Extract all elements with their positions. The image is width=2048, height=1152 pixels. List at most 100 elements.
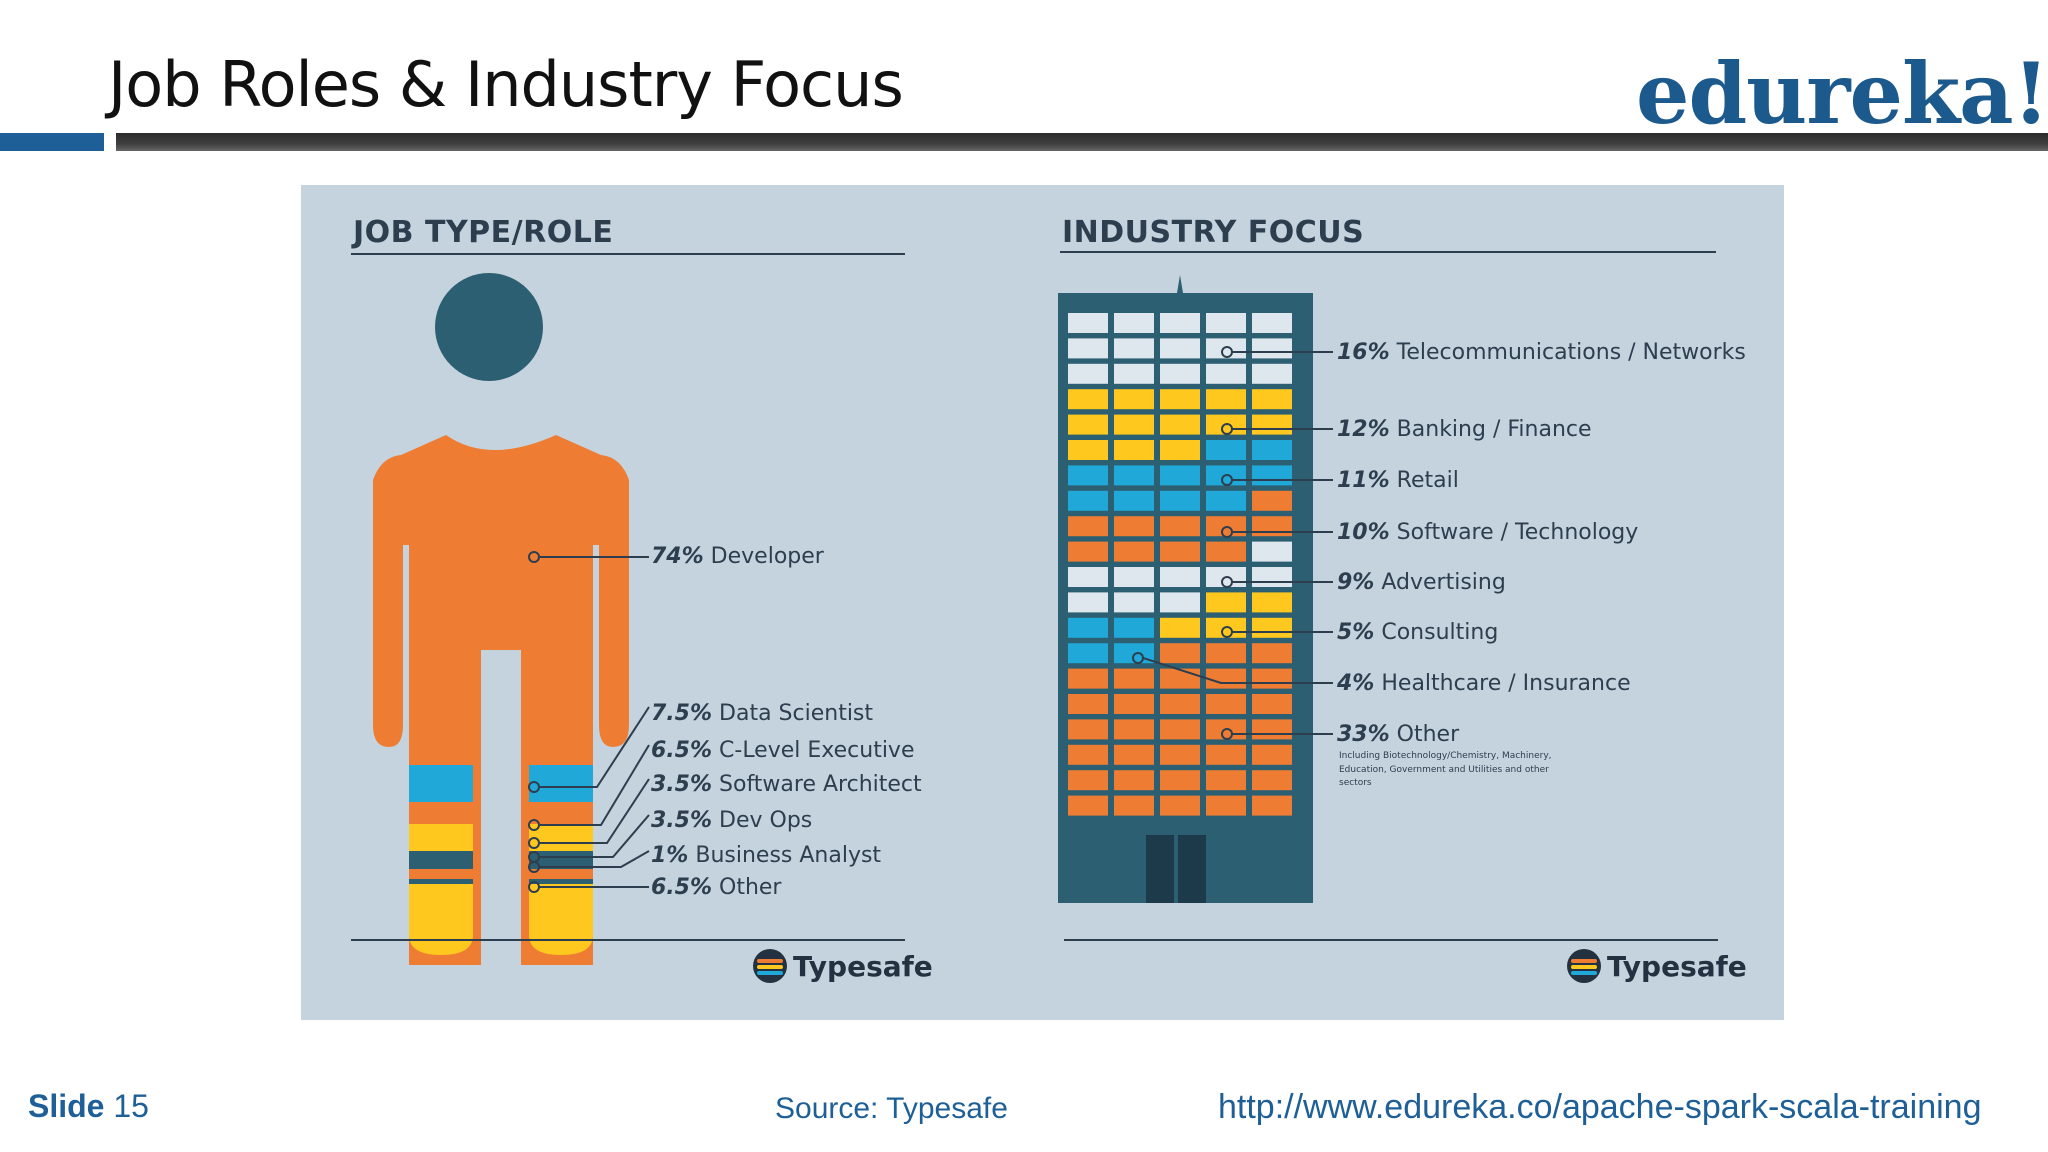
building-window [1068,770,1108,791]
industry-label-advertising: 9% Advertising [1337,570,1506,595]
building-window [1114,389,1154,410]
building-window [1252,643,1292,664]
building-window [1160,795,1200,816]
building-window [1252,490,1292,511]
building-window [1252,389,1292,410]
building-window [1068,668,1108,689]
building-window [1206,541,1246,562]
building-window [1114,744,1154,765]
role-label-architect: 3.5% Software Architect [651,772,922,797]
building-window [1068,592,1108,613]
source-credit: Source: Typesafe [775,1092,1008,1125]
building-window [1114,770,1154,791]
industry-other-note: Including Biotechnology/Chemistry, Machi… [1339,751,1552,788]
building-window [1160,440,1200,460]
building-window [1068,744,1108,765]
industry-label-consulting: 5% Consulting [1337,620,1499,645]
building-window [1068,541,1108,562]
building-window [1206,795,1246,816]
job-panel-heading: JOB TYPE/ROLE [353,215,614,250]
building-antenna [1177,275,1183,293]
role-label-c-level: 6.5% C-Level Executive [651,738,915,763]
building-window [1206,490,1246,511]
title-rule-accent [0,133,104,151]
building-window [1114,414,1154,435]
role-label-devops: 3.5% Dev Ops [651,808,813,833]
building-window [1160,744,1200,765]
building-window [1114,719,1154,740]
building-window [1206,338,1246,359]
industry-panel-heading: INDUSTRY FOCUS [1062,215,1365,250]
building-window [1068,338,1108,359]
person-head [435,273,543,381]
building-window [1206,313,1246,333]
typesafe-icon [753,949,787,983]
building-window [1114,363,1154,384]
building-window [1114,338,1154,359]
building-window [1160,592,1200,613]
building-window [1114,516,1154,537]
building-window [1206,363,1246,384]
building-window [1068,389,1108,410]
building-window [1160,719,1200,740]
industry-label-other: 33% Other [1337,722,1460,747]
industry-heading-rule [1060,251,1716,253]
building-window [1068,643,1108,664]
building-window [1206,389,1246,410]
building-window [1206,592,1246,613]
right-leg-bands [529,765,593,955]
person-figure [373,273,629,980]
building-window [1068,363,1108,384]
person-leg-gap [481,650,521,980]
building-window [1160,414,1200,435]
building-window [1252,363,1292,384]
building-window [1114,694,1154,714]
building-window [1252,795,1292,816]
building-window [1160,516,1200,537]
industry-label-telecom: 16% Telecommunications / Networks [1337,340,1746,365]
industry-label-healthcare: 4% Healthcare / Insurance [1337,671,1631,696]
building-window [1206,744,1246,765]
building-window [1160,363,1200,384]
building-window [1206,694,1246,714]
industry-label-software: 10% Software / Technology [1337,520,1639,545]
building-window [1160,338,1200,359]
typesafe-logo-left: Typesafe [753,949,933,983]
industry-leaders [1132,346,1333,740]
slide-title: Job Roles & Industry Focus [108,48,904,121]
building-window [1252,440,1292,460]
building-window [1068,516,1108,537]
building-window [1114,440,1154,460]
building-window [1068,490,1108,511]
building-window [1114,795,1154,816]
building-window [1160,567,1200,587]
building-window [1160,643,1200,664]
title-rule [116,133,2048,151]
typesafe-logo-right: Typesafe [1567,949,1747,983]
building-roof [1058,293,1313,305]
infographic: JOB TYPE/ROLE [301,185,1784,1020]
role-label-analyst: 1% Business Analyst [651,843,882,868]
building-window [1252,770,1292,791]
building-window [1068,719,1108,740]
building-door-right [1178,835,1206,903]
building-window [1160,490,1200,511]
building-window [1114,567,1154,587]
role-leaders [528,551,650,893]
building-window [1068,567,1108,587]
building-window [1206,770,1246,791]
building-window [1252,338,1292,359]
building-window [1114,490,1154,511]
building-window [1068,465,1108,486]
building-window [1206,643,1246,664]
building-window [1252,541,1292,562]
industry-label-banking: 12% Banking / Finance [1337,417,1592,442]
building-door-left [1146,835,1174,903]
building-window [1068,313,1108,333]
building-window [1206,440,1246,460]
building-window [1114,592,1154,613]
building-window [1252,592,1292,613]
typesafe-icon [1567,949,1601,983]
building-window [1160,694,1200,714]
course-url[interactable]: http://www.edureka.co/apache-spark-scala… [1218,1088,1982,1126]
